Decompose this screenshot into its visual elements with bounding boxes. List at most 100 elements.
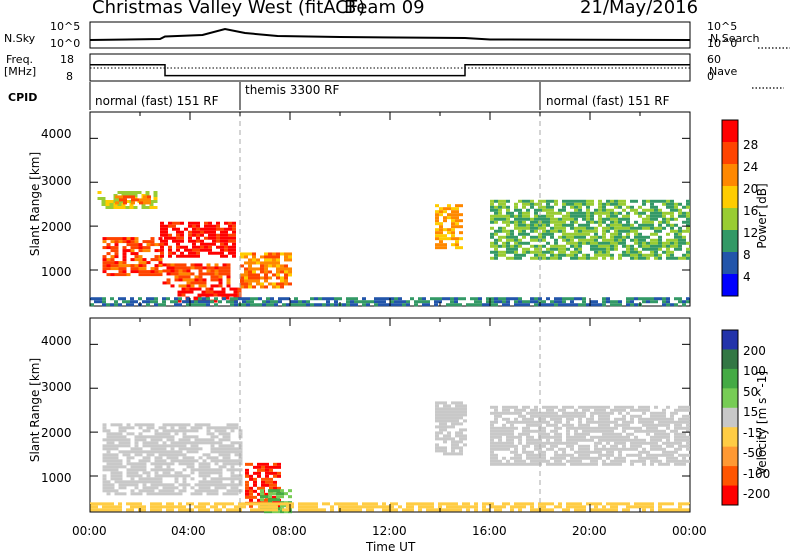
velocity-cell	[234, 441, 239, 445]
power-cell	[506, 235, 510, 239]
velocity-cell	[174, 471, 179, 475]
power-cell	[106, 258, 111, 262]
velocity-cell	[526, 420, 530, 424]
velocity-cell	[578, 411, 582, 415]
velocity-cell	[514, 453, 518, 457]
velocity-cell	[439, 419, 443, 423]
velocity-cell	[606, 435, 610, 439]
velocity-cell	[426, 502, 430, 506]
power-cell	[154, 300, 158, 304]
velocity-cell	[146, 471, 151, 475]
power-cell	[192, 224, 196, 228]
velocity-cell	[222, 435, 227, 439]
velocity-cell	[126, 438, 131, 442]
velocity-cell	[198, 474, 203, 478]
power-cell	[506, 256, 510, 260]
power-cell	[435, 234, 439, 238]
power-cell	[510, 250, 514, 254]
velocity-cell	[463, 443, 467, 447]
power-cell	[226, 278, 231, 282]
velocity-cell	[678, 432, 682, 436]
velocity-cell	[463, 413, 467, 417]
freq-tick-top: 18	[60, 53, 74, 66]
power-cell	[582, 238, 586, 242]
velocity-cell	[102, 453, 107, 457]
velocity-cell	[530, 429, 534, 433]
power-cell	[506, 214, 510, 218]
velocity-cell	[178, 423, 183, 427]
power-cell	[168, 236, 172, 240]
power-cell	[110, 261, 115, 265]
velocity-cell	[118, 471, 123, 475]
power-cell	[642, 297, 646, 301]
velocity-cell	[288, 489, 292, 493]
power-cell	[490, 241, 494, 245]
power-cell	[550, 250, 554, 254]
velocity-cell	[650, 423, 654, 427]
velocity-cell	[494, 441, 498, 445]
power-cell	[172, 239, 176, 243]
velocity-cell	[614, 456, 618, 460]
velocity-cell	[662, 420, 666, 424]
power-cell	[554, 253, 558, 257]
power-cell	[250, 303, 254, 307]
velocity-cell	[218, 468, 223, 472]
velocity-cell	[272, 489, 276, 493]
velocity-cell	[202, 453, 207, 457]
power-cell	[530, 229, 534, 233]
power-cell	[686, 250, 690, 254]
power-cell	[678, 208, 682, 212]
velocity-cell	[238, 459, 243, 463]
power-cell	[514, 220, 518, 224]
velocity-cell	[558, 462, 562, 466]
velocity-cell	[126, 423, 131, 427]
velocity-cell	[570, 426, 574, 430]
power-cell	[220, 248, 224, 252]
velocity-cell	[598, 405, 602, 409]
power-cell	[562, 297, 566, 301]
velocity-cell	[606, 423, 610, 427]
velocity-cell	[158, 483, 163, 487]
power-cell	[334, 303, 338, 307]
power-cell	[178, 266, 183, 270]
power-cell	[494, 211, 498, 215]
velocity-cell	[214, 435, 219, 439]
power-cell	[522, 300, 526, 304]
velocity-cell	[578, 447, 582, 451]
velocity-cell	[222, 429, 227, 433]
power-cell	[478, 300, 482, 304]
velocity-cell	[443, 449, 447, 453]
power-cell	[598, 244, 602, 248]
velocity-cell	[598, 447, 602, 451]
power-cell	[478, 303, 482, 307]
power-cell	[212, 239, 216, 243]
power-cell	[160, 242, 164, 246]
power-cell	[526, 211, 530, 215]
velocity-cell	[130, 462, 135, 466]
velocity-cell	[447, 416, 451, 420]
velocity-cell	[534, 456, 538, 460]
velocity-cell	[530, 423, 534, 427]
power-cell	[494, 208, 498, 212]
velocity-cell	[455, 434, 459, 438]
velocity-cell	[598, 417, 602, 421]
velocity-cell	[666, 450, 670, 454]
velocity-cell	[678, 423, 682, 427]
power-cell	[129, 203, 134, 207]
velocity-cell	[230, 423, 235, 427]
power-cell	[160, 227, 164, 231]
velocity-cell	[674, 432, 678, 436]
power-cell	[268, 258, 272, 262]
velocity-cell	[222, 438, 227, 442]
power-cell	[530, 297, 534, 301]
velocity-cell	[638, 441, 642, 445]
power-cell	[506, 241, 510, 245]
velocity-cell	[502, 505, 506, 509]
velocity-cell	[506, 447, 510, 451]
power-cell	[342, 303, 346, 307]
velocity-cell	[198, 486, 203, 490]
velocity-cell	[514, 459, 518, 463]
power-cell	[522, 250, 526, 254]
velocity-cell	[138, 505, 142, 509]
power-cell	[590, 303, 594, 307]
